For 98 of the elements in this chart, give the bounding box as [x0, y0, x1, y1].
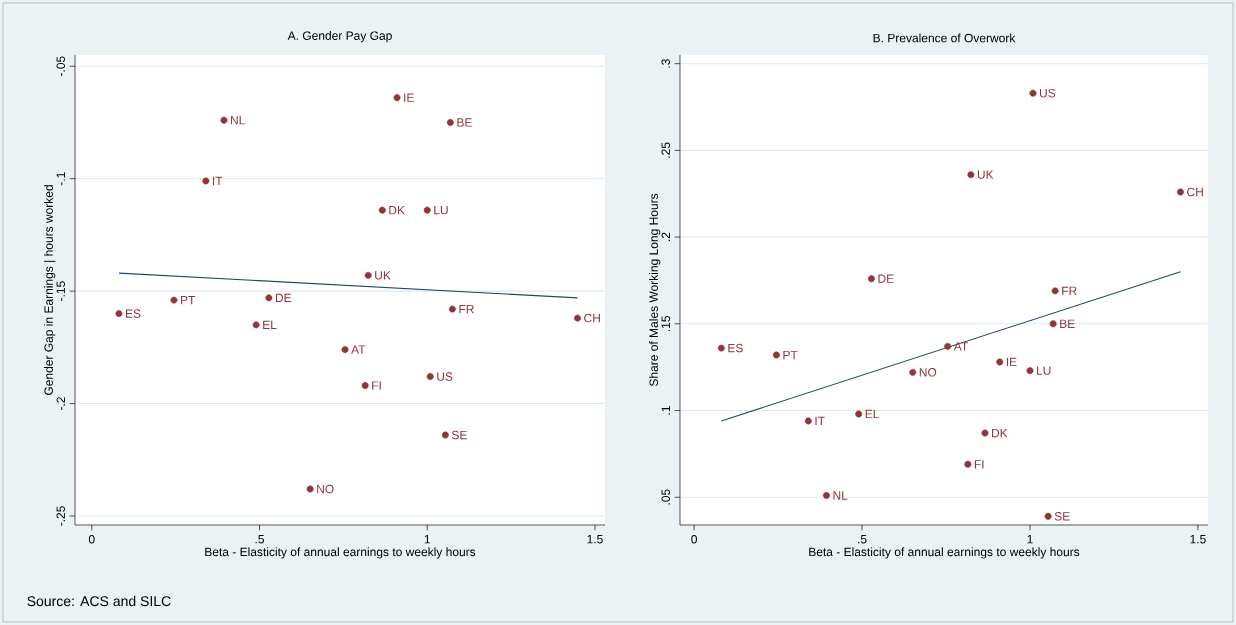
y-tick-label: -.1 — [56, 172, 65, 186]
point — [441, 431, 449, 439]
data-label: US — [1039, 88, 1056, 98]
point — [855, 410, 863, 418]
data-label: BE — [457, 118, 472, 127]
point — [944, 342, 952, 350]
point — [1051, 287, 1059, 295]
y-tick-label: -.15 — [56, 281, 65, 301]
y-tick-label: .15 — [661, 315, 670, 332]
data-label: IE — [404, 93, 414, 102]
point — [170, 296, 178, 304]
y-tick-label: .1 — [661, 406, 670, 415]
point — [717, 344, 725, 352]
x-tick-label: 1 — [424, 535, 430, 544]
point — [1026, 367, 1034, 375]
data-label: SE — [451, 430, 467, 440]
point — [1176, 188, 1184, 196]
x-axis-title: Beta - Elasticity of annual earnings to weekly hours — [809, 547, 1080, 559]
data-label: FR — [459, 304, 474, 314]
point — [115, 310, 123, 318]
y-tick-label: .25 — [661, 142, 670, 158]
point — [426, 373, 434, 381]
point — [252, 321, 260, 329]
y-tick-label: -.25 — [56, 506, 65, 526]
point — [1044, 512, 1052, 520]
point — [448, 305, 456, 313]
data-label: NL — [833, 491, 848, 500]
data-label: DK — [389, 206, 405, 215]
chart-title: B. Prevalence of Overwork — [873, 33, 1016, 43]
data-label: PT — [783, 350, 798, 360]
point — [967, 171, 975, 179]
x-tick-label: 1.5 — [1190, 535, 1206, 544]
data-label: CH — [1187, 187, 1203, 197]
y-tick-label: -.2 — [56, 397, 65, 411]
data-label: UK — [977, 170, 994, 179]
x-axis-title: Beta - Elasticity of annual earnings to weekly hours — [205, 547, 476, 559]
point — [361, 382, 369, 390]
point — [804, 417, 812, 425]
point — [574, 314, 581, 322]
data-label: PT — [180, 295, 196, 305]
data-label: DK — [992, 428, 1008, 438]
point — [378, 206, 386, 214]
x-tick-label: 0 — [691, 535, 697, 544]
point — [341, 346, 349, 354]
data-label: NL — [230, 116, 245, 125]
point — [909, 368, 917, 376]
y-tick-label: .2 — [661, 232, 670, 242]
point — [220, 116, 228, 124]
data-label: ES — [728, 343, 743, 353]
data-label: DE — [275, 293, 292, 302]
y-tick-label: .05 — [661, 489, 670, 505]
data-label: IT — [212, 176, 223, 186]
point — [423, 206, 431, 214]
point — [364, 271, 372, 279]
x-tick-label: .5 — [858, 535, 867, 544]
data-label: US — [437, 372, 453, 381]
point — [393, 94, 401, 102]
point — [446, 118, 454, 126]
data-label: DE — [878, 274, 894, 283]
point — [964, 460, 972, 468]
data-label: NO — [919, 368, 937, 377]
data-label: AT — [351, 345, 366, 354]
point — [1049, 320, 1057, 328]
data-label: UK — [375, 271, 391, 280]
data-label: EL — [865, 409, 880, 419]
data-label: IT — [815, 416, 825, 426]
data-label: LU — [1037, 366, 1051, 375]
point — [265, 294, 273, 302]
data-label: EL — [263, 320, 277, 329]
x-tick-label: .5 — [255, 535, 264, 544]
data-label: LU — [434, 205, 448, 215]
point — [202, 177, 210, 185]
y-axis-title: Share of Males Working Long Hours — [649, 193, 661, 387]
point — [1029, 89, 1037, 97]
point — [996, 358, 1004, 366]
data-label: IE — [1006, 357, 1017, 367]
data-label: ES — [125, 309, 141, 318]
y-tick-label: .3 — [661, 59, 670, 68]
point — [772, 351, 780, 359]
data-label: FR — [1062, 286, 1077, 295]
x-tick-label: 1.5 — [587, 535, 603, 544]
data-label: CH — [584, 313, 600, 323]
chart-title: A. Gender Pay Gap — [287, 31, 392, 43]
point — [867, 275, 875, 283]
x-tick-label: 1 — [1027, 535, 1033, 544]
data-label: BE — [1060, 319, 1075, 328]
y-axis-title: Gender Gap in Earnings | hours worked — [44, 185, 56, 395]
data-label: FI — [372, 381, 381, 390]
point — [822, 492, 830, 499]
data-label: SE — [1054, 512, 1070, 521]
data-label: FI — [974, 460, 984, 469]
x-tick-label: 0 — [88, 535, 95, 544]
y-tick-label: -.05 — [56, 56, 65, 77]
data-label: AT — [953, 342, 968, 351]
point — [306, 485, 314, 493]
source-note: Source: ACS and SILC — [27, 595, 171, 607]
point — [981, 429, 989, 437]
data-label: NO — [317, 484, 334, 494]
